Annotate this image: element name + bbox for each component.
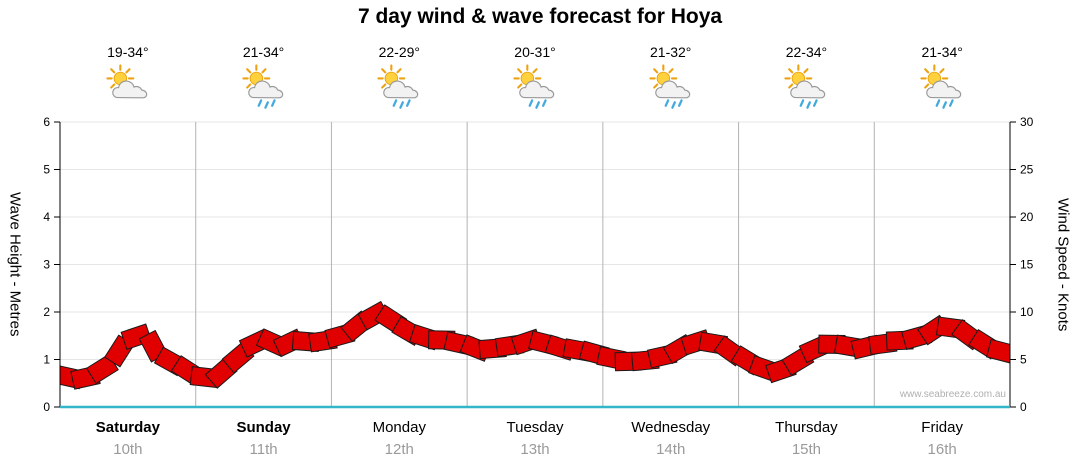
partly-cloudy-rain-icon: [377, 64, 419, 109]
right-tick-label: 5: [1020, 353, 1027, 367]
day-label: Monday: [372, 419, 426, 436]
sun-ray: [652, 83, 658, 89]
right-tick-label: 0: [1020, 400, 1027, 414]
sun-ray: [381, 68, 387, 74]
sun-ray: [788, 83, 794, 89]
left-tick-label: 4: [43, 210, 50, 224]
partly-cloudy-rain-icon: [649, 64, 690, 109]
rain-drops-icon: [664, 99, 683, 109]
sun-ray: [517, 68, 523, 74]
page-title: 7 day wind & wave forecast for Hoya: [357, 5, 723, 28]
weather-icon: [376, 64, 422, 112]
date-label: 12th: [384, 441, 414, 458]
rain-drops-icon: [528, 99, 547, 109]
temp-range-label: 22-29°: [378, 44, 420, 60]
right-tick-label: 15: [1020, 258, 1034, 272]
right-axis-title: Wind Speed - Knots: [1054, 197, 1072, 332]
left-tick-label: 6: [43, 115, 50, 129]
sun-ray: [939, 68, 945, 74]
sun-ray: [396, 68, 402, 74]
temp-range-label: 21-34°: [242, 44, 285, 60]
day-label: Sunday: [236, 419, 291, 436]
sun-ray: [125, 68, 131, 74]
partly-cloudy-rain-icon: [241, 64, 283, 109]
date-label: 10th: [113, 441, 143, 458]
date-label: 16th: [927, 441, 957, 458]
sun-ray: [260, 68, 267, 74]
weather-icon: [241, 64, 287, 112]
sun-ray: [109, 68, 116, 74]
left-tick-label: 5: [43, 163, 50, 177]
weather-icon: [105, 64, 151, 112]
left-tick-label: 0: [43, 400, 50, 414]
cloud-icon: [383, 80, 419, 99]
wind-speed-band: [60, 300, 1010, 390]
partly-cloudy-rain-icon: [513, 64, 555, 109]
temp-range-label: 21-32°: [650, 44, 692, 60]
right-tick-label: 20: [1020, 210, 1034, 224]
date-label: 15th: [791, 441, 822, 458]
right-tick-label: 25: [1020, 163, 1034, 177]
right-tick-label: 10: [1020, 305, 1034, 319]
weather-icon: [512, 64, 558, 112]
partly-cloudy-icon: [106, 64, 148, 99]
temp-range-label: 19-34°: [107, 44, 149, 60]
partly-cloudy-rain-icon: [920, 64, 962, 109]
sun-ray: [532, 68, 538, 74]
day-label: Thursday: [775, 419, 838, 436]
sun-ray: [668, 68, 674, 74]
sun-ray: [109, 83, 116, 89]
right-tick-label: 30: [1020, 115, 1034, 129]
sun-ray: [517, 83, 523, 89]
cloud-icon: [790, 80, 826, 99]
day-label: Tuesday: [506, 419, 564, 436]
cloud-icon: [519, 80, 555, 99]
cloud-icon: [112, 80, 148, 99]
temp-range-label: 20-31°: [514, 44, 556, 60]
date-label: 13th: [520, 441, 550, 458]
rain-drops-icon: [935, 99, 954, 109]
cloud-icon: [247, 80, 283, 99]
date-label: 14th: [656, 441, 686, 458]
cloud-icon: [654, 80, 690, 99]
sun-ray: [245, 68, 251, 74]
left-tick-label: 2: [43, 305, 50, 319]
sun-ray: [803, 68, 809, 74]
left-tick-label: 3: [43, 258, 50, 272]
weather-icon: [783, 64, 829, 112]
temp-range-label: 21-34°: [921, 44, 963, 60]
day-label: Saturday: [95, 419, 160, 436]
left-axis-title: Wave Height - Metres: [6, 192, 24, 337]
weather-icon: [919, 64, 965, 112]
day-label: Friday: [921, 419, 963, 436]
partly-cloudy-rain-icon: [784, 64, 826, 109]
rain-drops-icon: [800, 99, 819, 109]
day-label: Wednesday: [631, 419, 711, 436]
sun-ray: [652, 68, 658, 74]
cloud-icon: [926, 80, 962, 99]
date-label: 11th: [249, 441, 278, 458]
sun-ray: [924, 83, 930, 89]
sun-ray: [381, 83, 387, 89]
wind-flag: [986, 338, 1010, 365]
rain-drops-icon: [392, 99, 411, 109]
watermark: www.seabreeze.com.au: [899, 389, 1006, 400]
left-tick-label: 1: [43, 353, 50, 367]
sun-ray: [924, 68, 930, 74]
sun-ray: [788, 68, 794, 74]
temp-range-label: 22-34°: [785, 44, 828, 60]
weather-icon: [648, 64, 694, 112]
rain-drops-icon: [257, 99, 276, 109]
sun-ray: [245, 83, 251, 89]
